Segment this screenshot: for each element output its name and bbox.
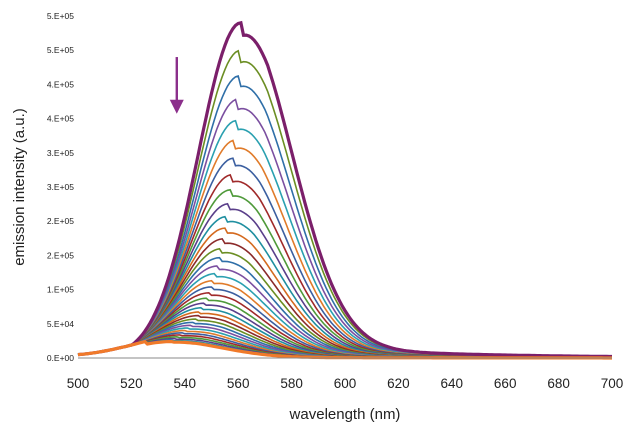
y-tick-label: 1.E+05	[47, 285, 74, 295]
x-tick-label: 660	[494, 376, 517, 391]
x-tick-label: 540	[174, 376, 197, 391]
spectrum-line	[77, 20, 612, 359]
annotation-layer	[169, 57, 184, 114]
y-tick-label: 5.E+05	[47, 11, 74, 21]
x-tick-label: 580	[280, 376, 303, 391]
x-tick-label: 560	[227, 376, 250, 391]
x-tick-label: 700	[601, 376, 624, 391]
x-axis-ticks: 500 520 540 560 580 600 620 640 660 680 700	[67, 376, 624, 391]
y-tick-label: 2.E+05	[47, 250, 74, 260]
y-axis-ticks: 0.E+00 5.E+04 1.E+05 2.E+05 2.E+05 3.E+05 3.E+…	[47, 11, 74, 363]
y-tick-label: 5.E+04	[47, 319, 74, 329]
x-axis-title: wavelength (nm)	[289, 406, 401, 423]
x-tick-label: 500	[67, 376, 90, 391]
y-tick-label: 3.E+05	[47, 148, 74, 158]
y-tick-label: 2.E+05	[47, 216, 74, 226]
x-tick-label: 640	[441, 376, 464, 391]
y-tick-label: 5.E+05	[47, 45, 74, 55]
arrow-down-icon	[169, 99, 184, 114]
x-tick-label: 620	[387, 376, 410, 391]
y-axis-title: emission intensity (a.u.)	[11, 108, 28, 266]
x-tick-label: 680	[547, 376, 570, 391]
x-tick-label: 600	[334, 376, 357, 391]
y-tick-label: 4.E+05	[47, 114, 74, 124]
x-tick-label: 520	[120, 376, 143, 391]
y-tick-label: 4.E+05	[47, 79, 74, 89]
y-tick-label: 3.E+05	[47, 182, 74, 192]
y-tick-label: 0.E+00	[47, 353, 74, 363]
